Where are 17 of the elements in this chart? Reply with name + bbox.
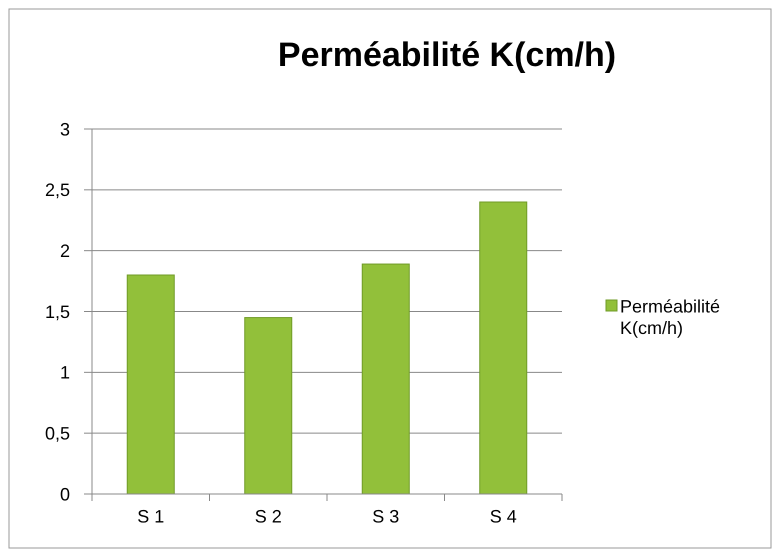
x-tick-label: S 4 — [490, 506, 517, 526]
bar — [479, 202, 528, 494]
bar — [244, 317, 292, 494]
chart-title: Perméabilité K(cm/h) — [278, 36, 616, 74]
x-tick-label: S 1 — [137, 506, 164, 526]
y-tick-label: 2,5 — [44, 180, 70, 200]
x-tick-label: S 2 — [254, 506, 282, 526]
x-tick-label: S 3 — [372, 506, 400, 526]
bar — [126, 274, 175, 494]
y-tick-label: 0,5 — [44, 423, 70, 444]
y-tick-label: 1,5 — [44, 302, 70, 322]
legend-label: Perméabilité K(cm/h) — [620, 296, 720, 338]
bar — [362, 264, 410, 494]
y-tick-label: 1 — [60, 362, 70, 383]
y-tick-label: 3 — [60, 119, 70, 140]
y-tick-label: 0 — [60, 484, 70, 504]
y-tick-label: 2 — [60, 240, 70, 261]
